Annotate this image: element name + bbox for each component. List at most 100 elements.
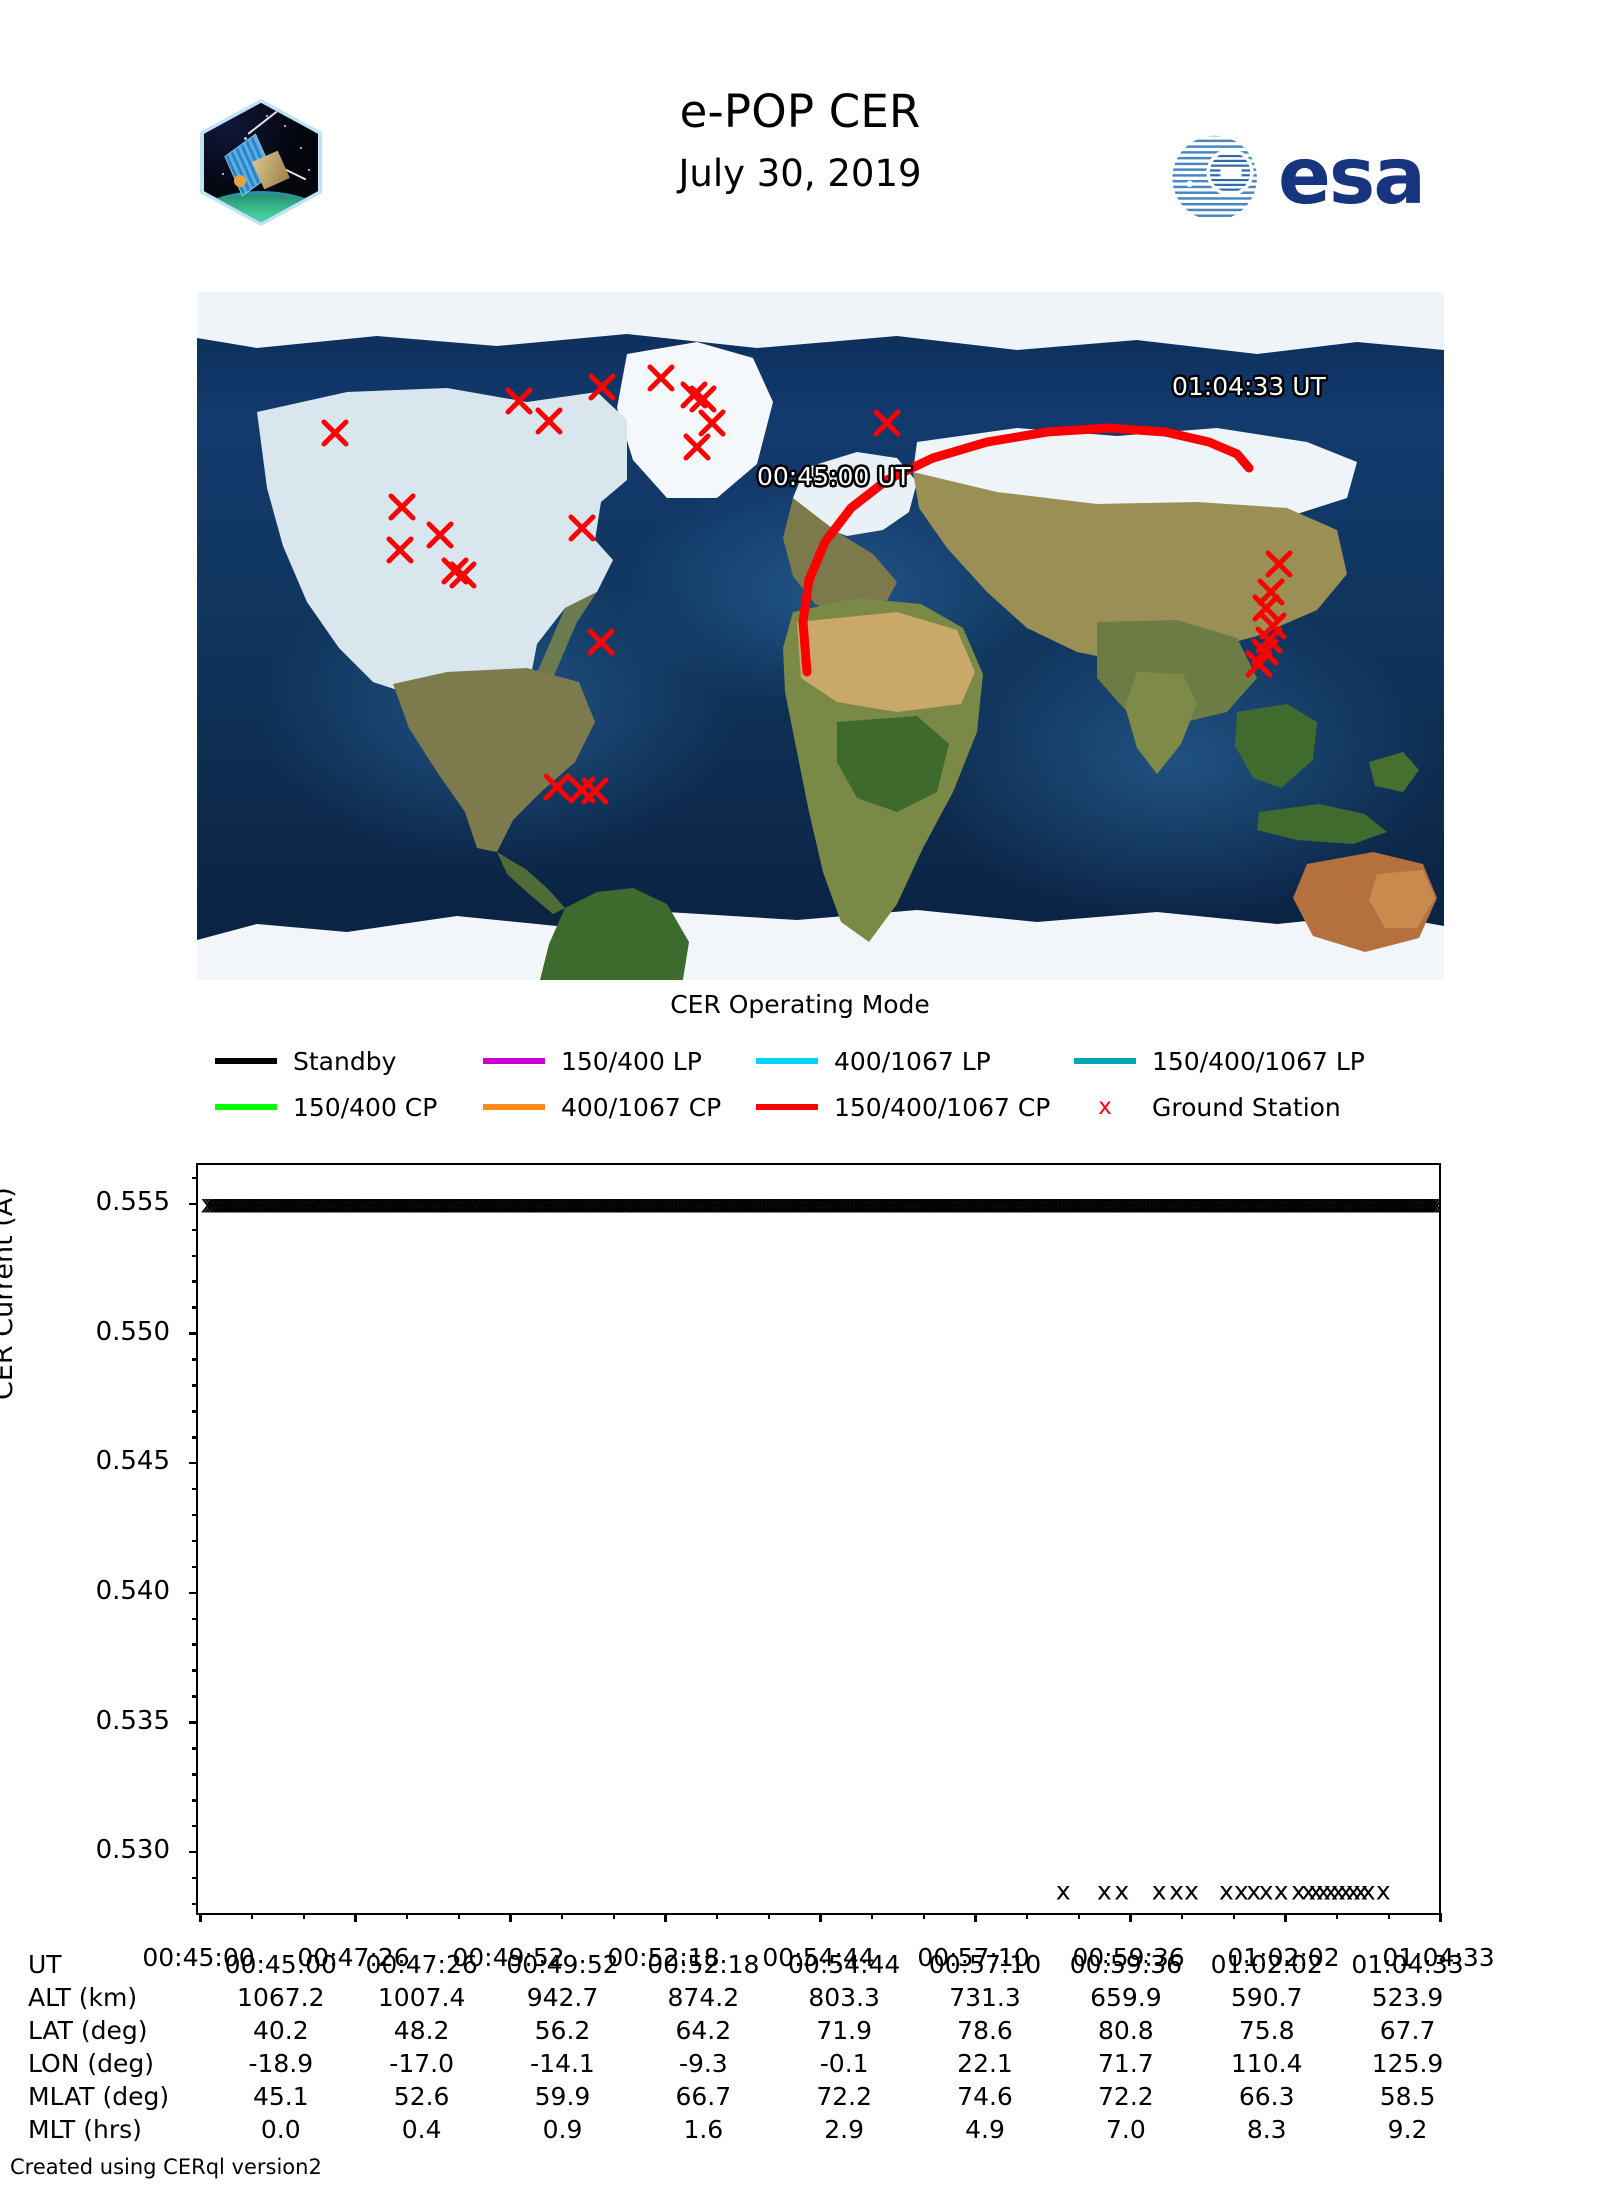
data-point-marker: x [669,1189,685,1219]
table-cell: 1007.4 [377,1983,466,2012]
data-point-marker: x [781,1189,797,1219]
x-tick-minor [560,1913,564,1919]
data-point-marker: x [963,1189,978,1219]
legend-swatch-150-400-lp [483,1058,545,1064]
data-point-marker: x [408,1189,424,1219]
table-row-label: MLT (hrs) [28,2115,142,2144]
x-tick-label: 00:49:52 [452,1943,565,1972]
data-point-marker: x [1001,1189,1016,1219]
table-cell: 7.0 [1105,2115,1146,2144]
data-point-marker: x [719,1189,735,1219]
data-point-marker: x [614,1189,629,1219]
y-tick-minor [192,1773,198,1776]
data-point-marker: x [399,1189,415,1219]
data-point-marker: x [825,1189,841,1219]
world-map-panel: 00:45:00 UT 01:04:33 UT [197,292,1444,980]
legend-row-1: Standby 150/400 LP 400/1067 LP 150/400/1… [215,1038,1445,1084]
data-point-marker: x [1065,1189,1081,1219]
data-point-marker: x [795,1189,811,1219]
data-point-marker: x [924,1189,940,1219]
data-point-marker: x [1405,1189,1421,1219]
data-point-marker: x [1329,1189,1345,1219]
data-point-marker: x [1114,1876,1130,1906]
data-point-marker: x [476,1189,492,1219]
data-point-marker: x [883,1189,899,1219]
data-point-marker: x [910,1189,926,1219]
y-tick-minor [192,1695,198,1698]
table-cell: 125.9 [1371,2049,1444,2078]
data-point-marker: x [1423,1189,1439,1219]
table-cell: 52.6 [393,2082,450,2111]
data-point-marker: x [1165,1189,1181,1219]
table-cell: -17.0 [389,2049,454,2078]
esa-wordmark: esa [1278,132,1426,222]
x-tick-minor [870,1913,874,1919]
data-point-marker: x [235,1189,251,1219]
data-point-marker: x [1300,1189,1316,1219]
data-point-marker: x [1130,1189,1146,1219]
data-point-marker: x [587,1189,603,1219]
data-point-marker: x [866,1189,882,1219]
data-point-marker: x [311,1189,327,1219]
data-point-marker: x [951,1189,967,1219]
table-cell: 00:52:18 [647,1950,760,1979]
table-cell: 590.7 [1230,1983,1303,2012]
data-point-marker: x [505,1189,521,1219]
data-point-marker: x [1232,1189,1248,1219]
legend-row-2: 150/400 CP 400/1067 CP 150/400/1067 CP x… [215,1084,1445,1130]
data-point-marker: x [1095,1189,1110,1219]
data-point-marker: x [842,1189,858,1219]
data-point-marker: x [1301,1876,1316,1906]
table-cell: 1.6 [683,2115,724,2144]
data-point-marker: x [1294,1189,1310,1219]
data-point-marker: x [936,1189,952,1219]
x-tick-label: 00:57:10 [917,1943,1030,1972]
x-tick-major [509,1913,512,1922]
table-row-label: LAT (deg) [28,2016,148,2045]
data-point-marker: x [570,1189,585,1219]
ground-station-markers [321,364,1293,805]
data-point-marker: x [1089,1189,1104,1219]
data-point-marker: x [1059,1189,1075,1219]
table-cell: 67.7 [1379,2016,1436,2045]
data-point-marker: x [792,1189,808,1219]
data-point-marker: x [517,1189,533,1219]
table-row: ALT (km) 1067.2 1007.4 942.7 874.2 803.3 731.3… [28,1981,1478,2014]
data-point-marker: x [1036,1189,1052,1219]
data-point-marker: x [834,1189,849,1219]
data-point-marker: x [822,1189,838,1219]
data-point-marker: x [801,1189,817,1219]
data-point-marker: x [411,1189,427,1219]
table-cell: 1067.2 [237,1983,325,2012]
data-point-marker: x [810,1189,826,1219]
data-point-marker: x [1312,1189,1327,1219]
table-cell: 110.4 [1230,2049,1303,2078]
data-point-marker: x [1238,1189,1254,1219]
data-point-marker: x [449,1189,465,1219]
table-cell: 2.9 [824,2115,865,2144]
data-point-marker: x [253,1189,269,1219]
data-point-marker: x [872,1189,887,1219]
y-tick-minor [192,1799,198,1802]
x-tick-label: 00:52:18 [607,1943,720,1972]
x-tick-major [819,1913,822,1922]
legend-item-150-400-cp: 150/400 CP [215,1093,483,1122]
data-point-marker: x [578,1189,594,1219]
data-point-marker: x [584,1189,600,1219]
data-point-marker: x [1338,1189,1354,1219]
data-point-marker: x [593,1189,609,1219]
table-cell: 71.7 [1098,2049,1154,2078]
data-point-marker: x [561,1189,577,1219]
data-point-marker: x [581,1189,597,1219]
data-point-marker: x [663,1189,679,1219]
data-point-marker: x [446,1189,462,1219]
data-point-marker: x [728,1189,744,1219]
table-cell: 4.9 [965,2115,1005,2144]
data-point-marker: x [306,1189,321,1219]
y-tick-label: 0.540 [95,1575,170,1606]
table-cell: 48.2 [393,2016,450,2045]
data-point-marker: x [930,1189,946,1219]
data-point-marker: x [778,1189,794,1219]
data-point-marker: x [1106,1189,1122,1219]
data-point-marker: x [358,1189,374,1219]
